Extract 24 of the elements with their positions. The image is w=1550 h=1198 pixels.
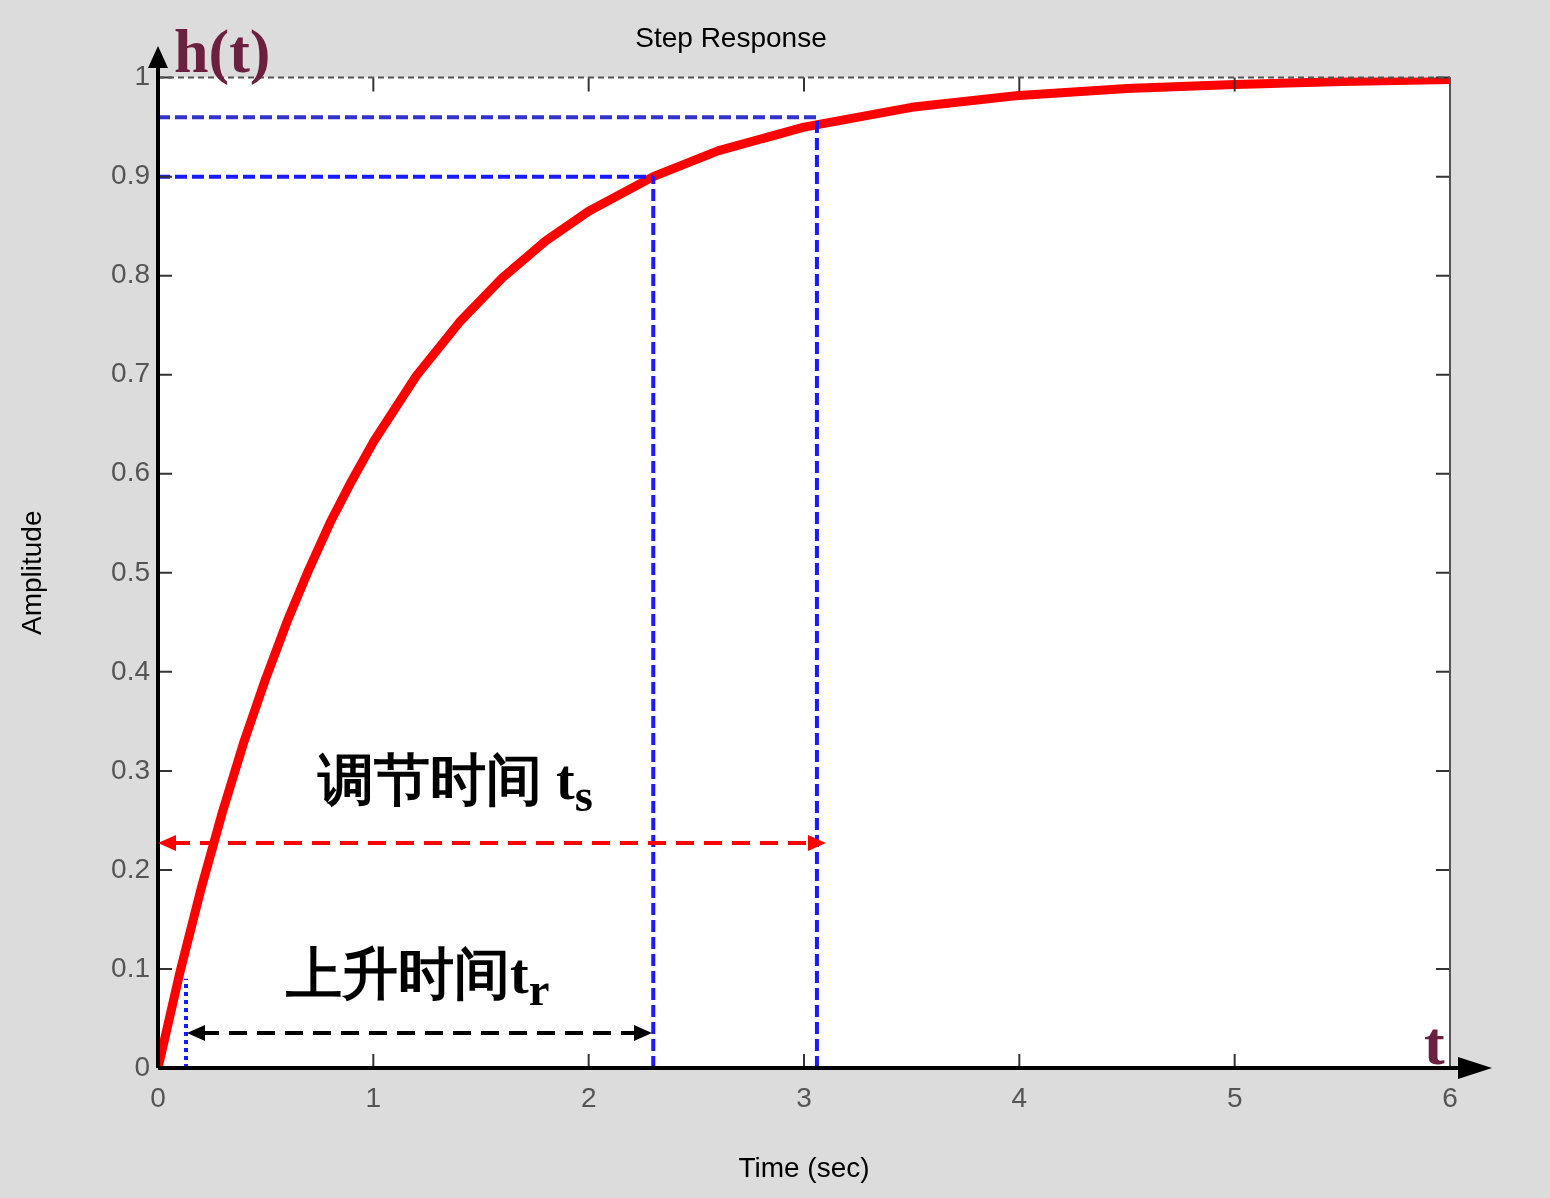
- y-tick-label: 0: [134, 1050, 150, 1082]
- y-tick-label: 0.8: [111, 258, 150, 290]
- y-tick-label: 0.7: [111, 357, 150, 389]
- y-tick-label: 0.2: [111, 852, 150, 884]
- x-tick-label: 4: [1011, 1081, 1028, 1113]
- y-tick-label: 0.4: [111, 654, 150, 686]
- chart-title: Step Response: [635, 21, 827, 53]
- y-tick-label: 1: [134, 60, 150, 92]
- annotation: 上升时间t$_{r}$: [286, 943, 550, 1016]
- x-tick-label: 2: [580, 1081, 597, 1113]
- x-tick-label: 6: [1442, 1081, 1458, 1113]
- y-tick-label: 0.1: [111, 951, 150, 983]
- y-axis-title: Amplitude: [15, 510, 47, 636]
- annotation: t: [1424, 1009, 1445, 1077]
- x-tick-label: 1: [365, 1081, 382, 1113]
- y-tick-label: 0.6: [111, 456, 150, 488]
- annotation: h(t): [174, 17, 271, 85]
- annotation: 调节时间 t$_{s}$: [318, 749, 593, 822]
- y-tick-label: 0.3: [111, 753, 150, 785]
- y-tick-label: 0.9: [111, 159, 150, 191]
- y-tick-label: 0.5: [111, 555, 150, 587]
- x-axis-title: Time (sec): [738, 1151, 870, 1183]
- x-tick-label: 3: [796, 1081, 812, 1113]
- x-tick-label: 5: [1226, 1081, 1243, 1113]
